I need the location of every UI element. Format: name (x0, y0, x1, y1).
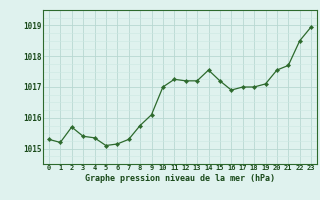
X-axis label: Graphe pression niveau de la mer (hPa): Graphe pression niveau de la mer (hPa) (85, 174, 275, 183)
